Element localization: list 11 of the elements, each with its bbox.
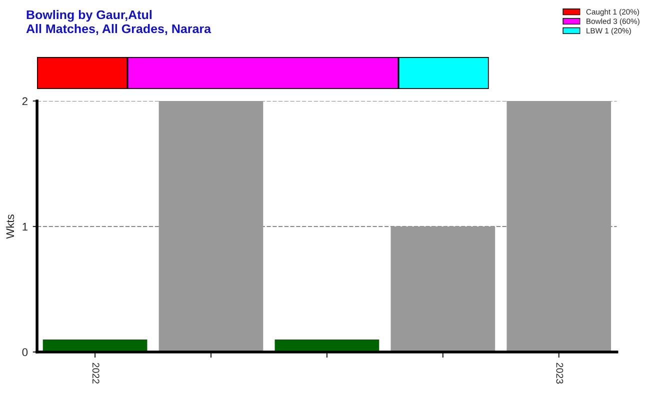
bar xyxy=(506,101,612,352)
x-tick-label: 2023 xyxy=(556,362,564,384)
y-tick-label: 0 xyxy=(22,348,28,356)
y-tick-label: 2 xyxy=(22,97,28,106)
x-tick-label: 2022 xyxy=(92,362,100,384)
y-tick-label: 1 xyxy=(22,222,28,231)
y-axis-title: Wkts xyxy=(6,214,14,239)
chart-title: Bowling by Gaur,Atul xyxy=(26,10,152,22)
bar xyxy=(390,226,496,352)
bar xyxy=(158,101,264,352)
chart-subtitle: All Matches, All Grades, Narara xyxy=(26,24,212,35)
